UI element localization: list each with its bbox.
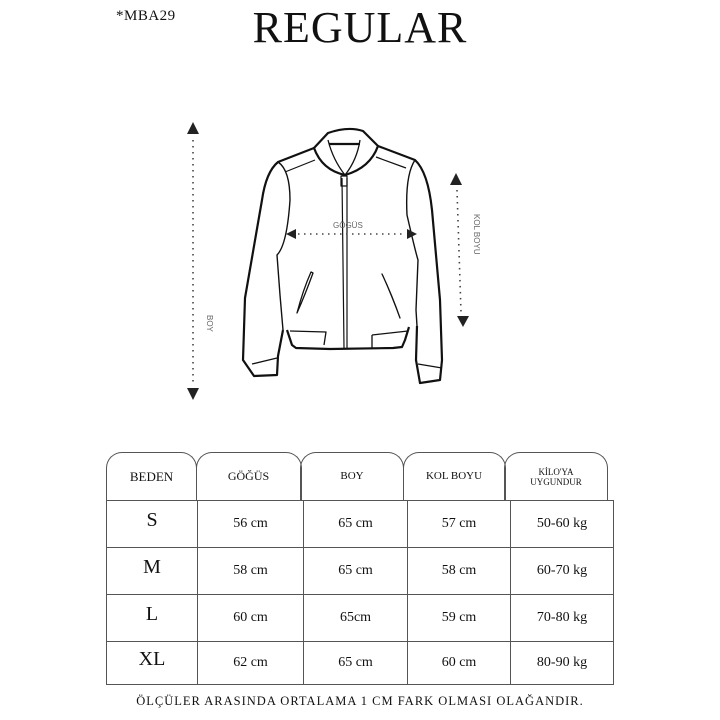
table-row: M 58 cm 65 cm 58 cm 60-70 kg [106,547,614,594]
jacket-diagram: BOY GÖGÜS KOL BOYU [187,122,481,400]
jacket-illustration [241,127,444,385]
length-label: BOY [205,315,214,333]
footer-note: ÖLÇÜLER ARASINDA ORTALAMA 1 CM FARK OLMA… [136,694,584,708]
chest-arrow [286,229,417,239]
table-row: XL 62 cm 65 cm 60 cm 80-90 kg [106,641,614,685]
length-arrow [187,122,199,400]
header-label: GÖĞÜS [227,469,270,483]
table-row: S 56 cm 65 cm 57 cm 50-60 kg [106,500,614,547]
cell-weight: 70-80 kg [510,595,614,641]
cell-size: M [106,548,197,594]
header-chest: GÖĞÜS [195,452,302,500]
cell-size: XL [106,642,197,684]
table-row: L 60 cm 65cm 59 cm 70-80 kg [106,594,614,641]
cell-weight: 50-60 kg [510,501,614,547]
cell-size: S [106,501,197,547]
cell-chest: 56 cm [197,501,303,547]
header-label: BOY [340,470,364,482]
cell-length: 65 cm [303,548,407,594]
header-label: KOL BOYU [425,470,483,482]
cell-length: 65 cm [303,501,407,547]
cell-size: L [106,595,197,641]
header-weight: KİLO'YA UYGUNDUR [504,452,608,500]
product-code: *MBA29 [116,8,176,24]
page-title: REGULAR [252,3,468,52]
cell-weight: 80-90 kg [510,642,614,684]
sleeve-label: KOL BOYU [472,214,481,255]
cell-sleeve: 58 cm [407,548,510,594]
header-size: BEDEN [106,452,197,500]
cell-length: 65cm [303,595,407,641]
table-header: BEDEN GÖĞÜS BOY KOL BOYU KİLO'YA UYGUNDU… [106,452,614,500]
size-table: BEDEN GÖĞÜS BOY KOL BOYU KİLO'YA UYGUNDU… [106,452,614,685]
chest-label: GÖGÜS [333,221,363,230]
cell-sleeve: 59 cm [407,595,510,641]
cell-weight: 60-70 kg [510,548,614,594]
sleeve-arrow [450,173,469,327]
cell-sleeve: 60 cm [407,642,510,684]
header-sleeve: KOL BOYU [402,452,506,500]
header-length: BOY [300,452,404,500]
cell-length: 65 cm [303,642,407,684]
cell-chest: 62 cm [197,642,303,684]
cell-sleeve: 57 cm [407,501,510,547]
header-label: BEDEN [129,469,174,484]
cell-chest: 58 cm [197,548,303,594]
header-label: KİLO'YA UYGUNDUR [530,466,582,487]
cell-chest: 60 cm [197,595,303,641]
